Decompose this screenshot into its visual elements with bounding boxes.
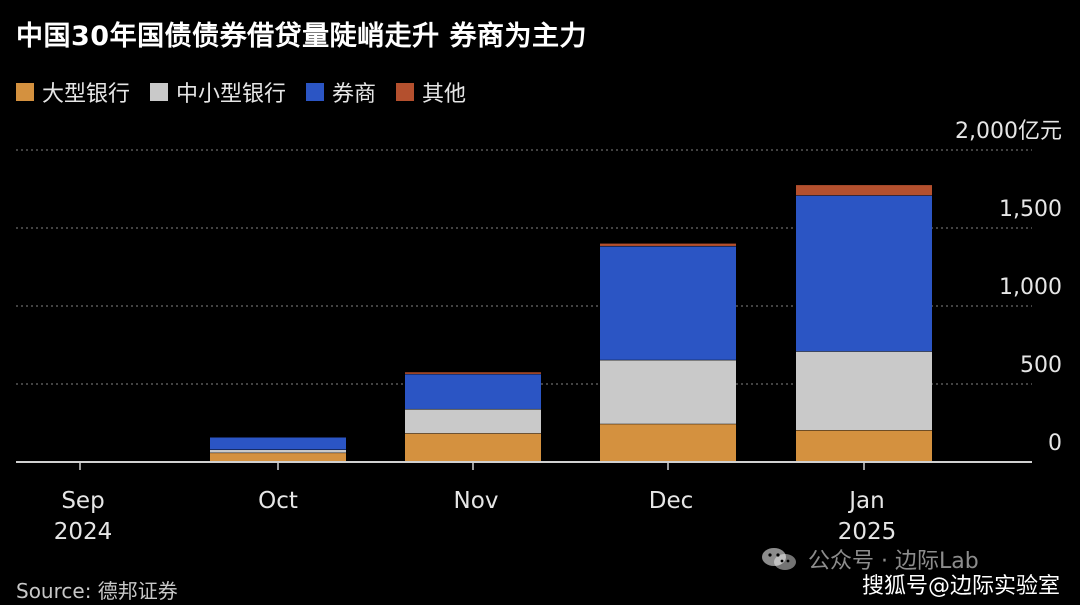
- bar-segment: [210, 452, 346, 462]
- x-tick-label: 2024: [54, 519, 113, 545]
- legend-label-small-banks: 中小型银行: [176, 82, 287, 107]
- legend-item-others: 其他: [396, 76, 466, 108]
- x-tick-label: Oct: [258, 488, 298, 514]
- bar-segment: [210, 449, 346, 453]
- legend-label-large-banks: 大型银行: [42, 82, 131, 107]
- bar-segment: [600, 359, 736, 424]
- bar-segment: [600, 245, 736, 360]
- y-tick-label: 2,000亿元: [955, 119, 1062, 144]
- bar-segment: [796, 430, 932, 462]
- y-tick-label: 0: [1048, 431, 1062, 456]
- x-tick-label: Dec: [649, 488, 694, 514]
- wechat-watermark-text: 公众号 · 边际Lab: [808, 549, 979, 574]
- bar-segment: [600, 243, 736, 246]
- legend-swatch-large-banks: [16, 83, 34, 101]
- legend-label-brokers: 券商: [332, 82, 377, 107]
- legend-label-others: 其他: [422, 82, 467, 107]
- legend-swatch-others: [396, 83, 415, 101]
- legend-item-small-banks: 中小型银行: [150, 76, 286, 108]
- bar-segment: [210, 437, 346, 450]
- legend-item-large-banks: 大型银行: [16, 76, 130, 108]
- chart-title: 中国30年国债债券借贷量陡峭走升 券商为主力: [16, 21, 587, 52]
- bar-segment: [405, 373, 541, 409]
- x-tick-label: Jan: [847, 488, 884, 514]
- sohu-watermark: 搜狐号@边际实验室: [862, 574, 1061, 599]
- x-tick-label: 2025: [838, 519, 897, 545]
- bar-segment: [405, 433, 541, 462]
- bar-segment: [796, 351, 932, 431]
- y-tick-label: 1,000: [999, 275, 1062, 300]
- legend-swatch-brokers: [306, 83, 325, 101]
- bar-segment: [796, 185, 932, 196]
- wechat-watermark: 公众号 · 边际Lab: [760, 543, 979, 575]
- bar-segment: [796, 195, 932, 352]
- legend: 大型银行 中小型银行 券商 其他: [16, 76, 486, 108]
- bar-segment: [405, 372, 541, 374]
- bar-segment: [405, 408, 541, 434]
- source-note: Source: 德邦证券: [16, 579, 178, 603]
- y-tick-label: 500: [1020, 353, 1062, 378]
- legend-item-brokers: 券商: [306, 76, 376, 108]
- x-tick-label: Nov: [454, 488, 499, 514]
- x-tick-label: Sep: [61, 488, 104, 514]
- bar-segment: [600, 423, 736, 462]
- y-tick-label: 1,500: [999, 197, 1062, 222]
- wechat-icon: [762, 548, 796, 570]
- legend-swatch-small-banks: [150, 83, 169, 101]
